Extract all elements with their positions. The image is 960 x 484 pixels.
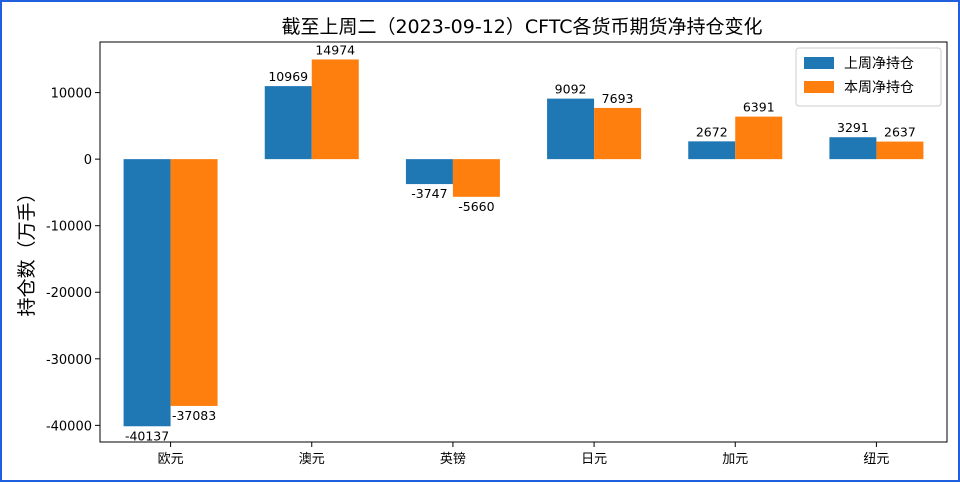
data-label: 9092 — [555, 82, 587, 97]
y-tick-label: -30000 — [46, 353, 92, 368]
legend-swatch — [804, 81, 834, 93]
bar-this-week-0 — [170, 159, 218, 406]
x-tick-label: 纽元 — [863, 452, 889, 467]
x-axis: 欧元 澳元 英镑 日元 加元 纽元 — [158, 442, 889, 467]
bar-last-week-0 — [123, 159, 171, 427]
bar-last-week-4 — [688, 141, 736, 160]
bar-this-week-2 — [452, 159, 500, 197]
data-label: -3747 — [411, 186, 447, 201]
bar-last-week-5 — [829, 137, 877, 160]
bar-this-week-5 — [876, 141, 924, 160]
data-label: 3291 — [837, 120, 869, 135]
bar-last-week-2 — [405, 159, 453, 185]
data-label: -5660 — [458, 199, 494, 214]
legend-label: 上周净持仓 — [844, 56, 914, 72]
bars-group — [123, 59, 924, 427]
data-label: -40137 — [125, 428, 169, 443]
y-tick-label: 0 — [84, 153, 92, 168]
bar-last-week-3 — [547, 98, 595, 160]
x-tick-label: 加元 — [722, 452, 748, 467]
plot-area — [99, 41, 948, 443]
bar-this-week-4 — [735, 116, 783, 160]
data-label: 2637 — [884, 125, 916, 140]
x-tick-label: 欧元 — [158, 452, 184, 467]
y-axis: 10000 0 -10000 -20000 -30000 -40000 — [46, 87, 100, 434]
data-label: -37083 — [172, 408, 216, 423]
y-tick-label: 10000 — [51, 87, 92, 102]
legend-swatch — [804, 57, 834, 69]
data-label: 6391 — [743, 100, 775, 115]
y-tick-label: -20000 — [46, 286, 92, 301]
data-label: 7693 — [602, 91, 634, 106]
bar-this-week-1 — [311, 59, 359, 160]
x-tick-label: 澳元 — [299, 451, 325, 467]
data-label: 2672 — [696, 124, 728, 139]
chart-title: 截至上周二（2023-09-12）CFTC各货币期货净持仓变化 — [281, 16, 762, 38]
legend-label: 本周净持仓 — [844, 80, 914, 96]
x-tick-label: 英镑 — [440, 451, 466, 467]
y-tick-label: -10000 — [46, 220, 92, 235]
data-label: 14974 — [315, 42, 355, 57]
data-label: 10969 — [268, 69, 308, 84]
x-tick-label: 日元 — [581, 452, 607, 467]
bar-last-week-1 — [264, 86, 312, 160]
data-labels-group: -40137-37083 10969 14974 -3747 -5660 9092 7693… — [125, 42, 916, 443]
y-tick-label: -40000 — [46, 419, 92, 434]
y-axis-label: 持仓数（万手） — [16, 183, 38, 316]
bar-this-week-3 — [594, 107, 642, 160]
